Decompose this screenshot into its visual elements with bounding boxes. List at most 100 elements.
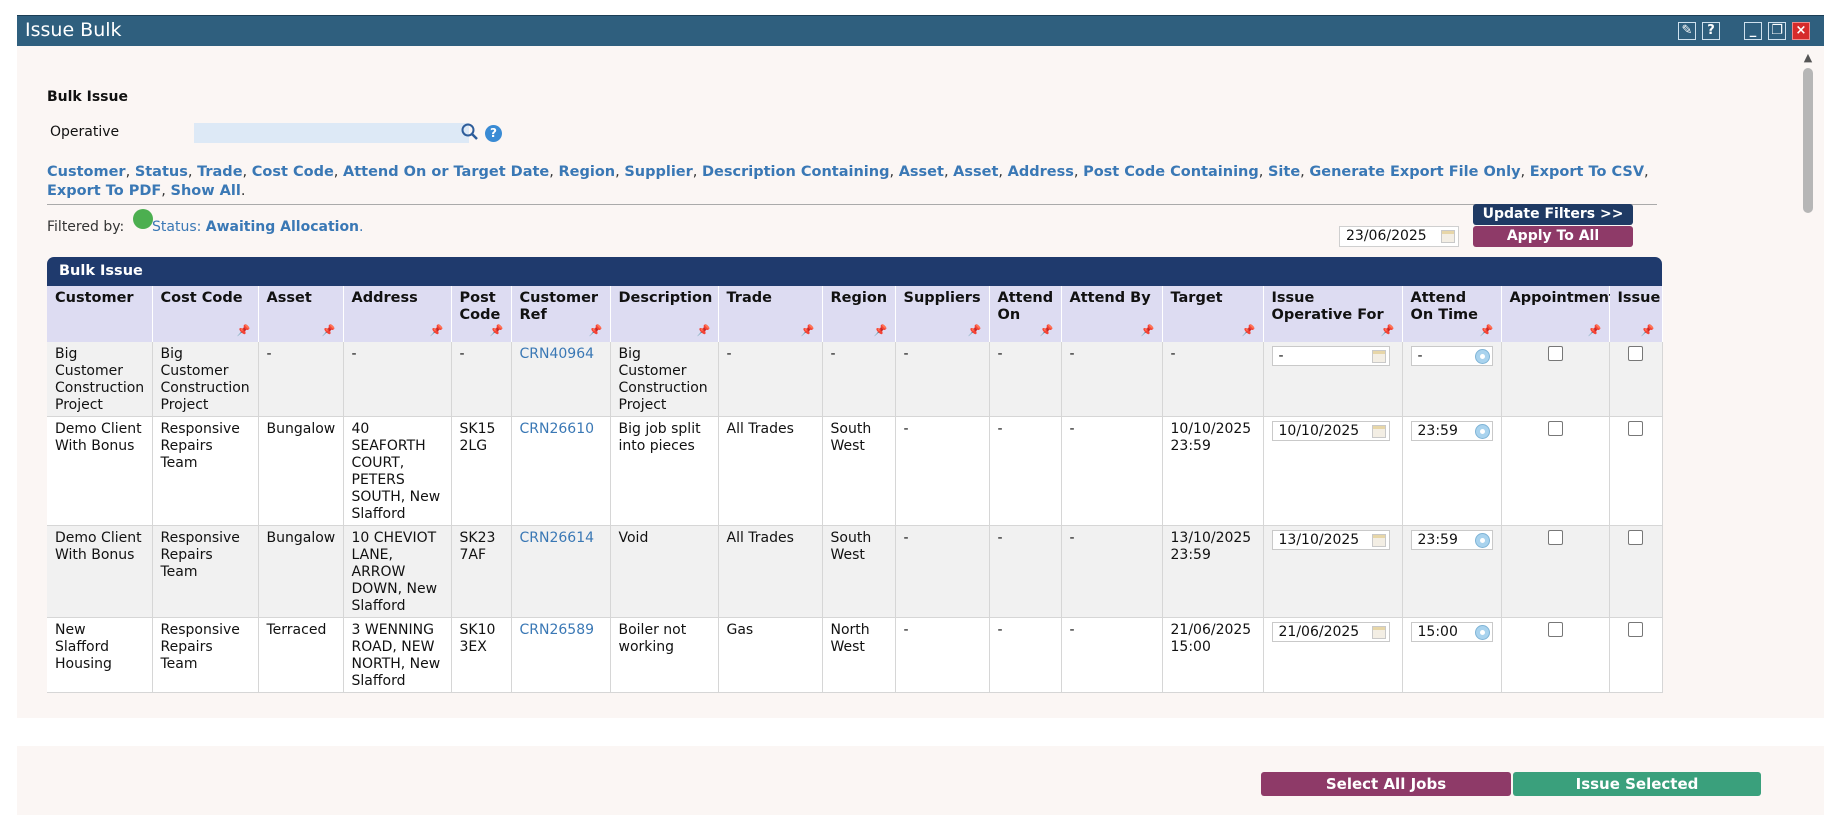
pin-icon[interactable]: 📌 [321,324,336,337]
appointment-checkbox[interactable] [1547,530,1563,545]
filter-link-export-to-csv[interactable]: Export To CSV [1529,164,1645,180]
attend-time-input[interactable]: 23:59 [1410,530,1493,550]
pin-icon[interactable]: 📌 [1140,324,1155,337]
filter-link-asset[interactable]: Asset [898,164,944,180]
cell-issue [1609,416,1663,526]
pin-icon[interactable]: 📌 [873,324,888,337]
pin-icon[interactable]: 📌 [967,324,982,337]
customer-ref-link[interactable]: CRN26589 [519,622,595,638]
filter-link-trade[interactable]: Trade [197,164,243,180]
filter-link-attend-on-or-target-date[interactable]: Attend On or Target Date [343,164,550,180]
calendar-icon[interactable] [1441,230,1455,243]
filter-link-asset[interactable]: Asset [953,164,999,180]
search-icon[interactable] [460,122,480,142]
column-header-appointment[interactable]: Appointment 📌 [1501,286,1616,342]
column-header-cost-code[interactable]: Cost Code 📌 [152,286,259,342]
issue-checkbox[interactable] [1628,421,1643,436]
scrollbar-thumb[interactable] [1803,68,1813,213]
pin-icon[interactable]: 📌 [1640,324,1655,337]
issue-date-input[interactable]: 10/10/2025 [1271,421,1390,441]
customer-ref-link[interactable]: CRN40964 [519,346,595,362]
pin-icon[interactable]: 📌 [1380,324,1395,337]
filter-link-customer[interactable]: Customer [47,164,126,180]
clock-icon[interactable] [1474,625,1490,640]
pin-icon[interactable]: 📌 [696,324,711,337]
filter-link-post-code-containing[interactable]: Post Code Containing [1083,164,1259,180]
clock-icon[interactable] [1474,424,1490,439]
issue-checkbox[interactable] [1628,346,1643,361]
vertical-scrollbar[interactable]: ▲ [1802,52,1814,712]
apply-to-all-button[interactable]: Apply To All [1473,226,1633,247]
column-header-attend-on-time[interactable]: Attend On Time 📌 [1402,286,1502,342]
clock-icon[interactable] [1474,533,1490,548]
cell-attend-on-time: 23:59 [1402,416,1502,526]
pin-icon[interactable]: 📌 [1479,324,1494,337]
column-header-region[interactable]: Region 📌 [822,286,896,342]
customer-ref-link[interactable]: CRN26614 [519,530,595,546]
column-header-issue[interactable]: Issue 📌 [1609,286,1663,342]
column-header-attend-on[interactable]: Attend On 📌 [989,286,1062,342]
issue-date-input[interactable]: - [1271,346,1390,366]
apply-date-input[interactable]: 23/06/2025 [1339,226,1459,247]
filter-link-address[interactable]: Address [1007,164,1074,180]
attend-time-input[interactable]: - [1410,346,1493,366]
customer-ref-link[interactable]: CRN26610 [519,421,595,437]
filter-link-region[interactable]: Region [558,164,616,180]
filtered-status[interactable]: Status: Awaiting Allocation. [152,219,364,235]
pin-icon[interactable]: 📌 [800,324,815,337]
issue-checkbox[interactable] [1628,530,1643,545]
appointment-checkbox[interactable] [1547,346,1563,361]
column-header-attend-by[interactable]: Attend By 📌 [1061,286,1163,342]
close-icon[interactable]: × [1792,22,1810,40]
column-header-suppliers[interactable]: Suppliers 📌 [895,286,990,342]
restore-icon[interactable]: ❐ [1768,22,1786,40]
filter-link-status[interactable]: Status [134,164,188,180]
filter-link-generate-export-file-only[interactable]: Generate Export File Only [1309,164,1521,180]
calendar-icon[interactable] [1371,350,1386,363]
column-header-issue-operative-for[interactable]: Issue Operative For 📌 [1263,286,1403,342]
help-icon[interactable]: ? [1702,22,1720,40]
filter-link-show-all[interactable]: Show All [170,183,241,199]
filter-link-site[interactable]: Site [1267,164,1301,180]
column-header-trade[interactable]: Trade 📌 [718,286,823,342]
minimize-icon[interactable]: _ [1744,22,1762,40]
issue-date-input[interactable]: 21/06/2025 [1271,622,1390,642]
attend-time-input[interactable]: 15:00 [1410,622,1493,642]
appointment-checkbox[interactable] [1547,421,1563,436]
cell-attend-on-time: 15:00 [1402,617,1502,693]
issue-checkbox[interactable] [1628,622,1643,637]
issue-date-input[interactable]: 13/10/2025 [1271,530,1390,550]
edit-icon[interactable]: ✎ [1678,22,1696,40]
calendar-icon[interactable] [1371,425,1386,438]
filter-link-cost-code[interactable]: Cost Code [251,164,334,180]
operative-help-icon[interactable]: ? [485,125,502,142]
update-filters-button[interactable]: Update Filters >> [1473,204,1633,225]
filter-link-description-containing[interactable]: Description Containing [702,164,890,180]
filter-link-export-to-pdf[interactable]: Export To PDF [47,183,162,199]
select-all-jobs-button[interactable]: Select All Jobs [1261,772,1511,796]
pin-icon[interactable]: 📌 [236,324,251,337]
attend-time-input[interactable]: 23:59 [1410,421,1493,441]
clock-icon[interactable] [1474,349,1490,364]
issue-selected-button[interactable]: Issue Selected [1513,772,1761,796]
column-header-customer[interactable]: Customer [47,286,153,342]
pin-icon[interactable]: 📌 [1039,324,1054,337]
scroll-up-icon[interactable]: ▲ [1803,51,1813,64]
pin-icon[interactable]: 📌 [588,324,603,337]
column-header-description[interactable]: Description 📌 [610,286,719,342]
pin-icon[interactable]: 📌 [1587,324,1602,337]
column-header-customer-ref[interactable]: Customer Ref 📌 [511,286,611,342]
calendar-icon[interactable] [1371,626,1386,639]
column-header-address[interactable]: Address 📌 [343,286,452,342]
operative-input[interactable] [194,123,469,143]
pin-icon[interactable]: 📌 [429,324,444,337]
calendar-icon[interactable] [1371,534,1386,547]
filter-link-supplier[interactable]: Supplier [624,164,693,180]
pin-icon[interactable]: 📌 [489,324,504,337]
column-header-asset[interactable]: Asset 📌 [258,286,344,342]
column-header-target[interactable]: Target 📌 [1162,286,1264,342]
pin-icon[interactable]: 📌 [1241,324,1256,337]
column-header-post-code[interactable]: Post Code 📌 [451,286,512,342]
cell-target: 10/10/2025 23:59 [1162,416,1264,526]
appointment-checkbox[interactable] [1547,622,1563,637]
